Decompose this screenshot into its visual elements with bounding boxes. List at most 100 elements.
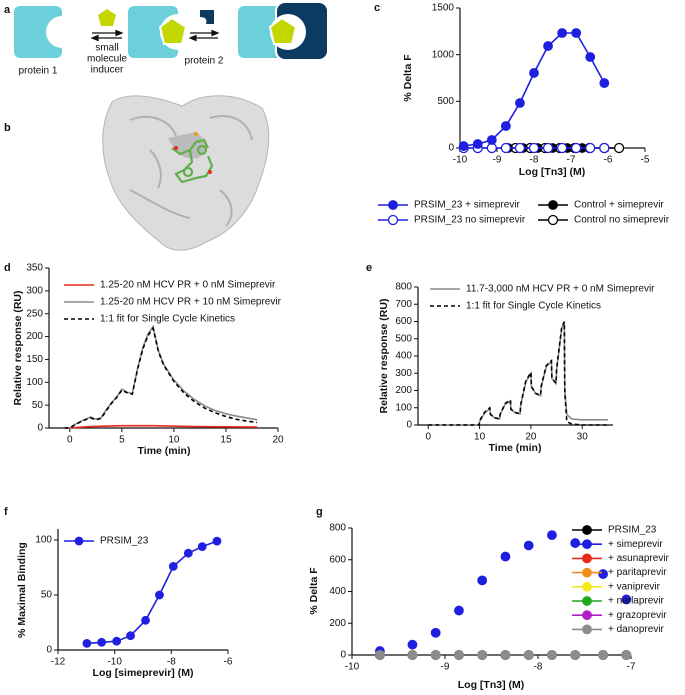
y-tick-label: 800: [329, 523, 346, 534]
legend-marker: [582, 596, 592, 606]
marker: [472, 139, 483, 149]
chart: 0 500 1000 1500 -10 -9 -8 -7 -6 -5 Log [Tn3] (M) % …: [378, 3, 670, 226]
marker: [599, 78, 610, 88]
marker: [523, 540, 534, 551]
y-tick-label: 500: [437, 96, 454, 107]
marker: [570, 650, 581, 660]
marker: [374, 650, 385, 660]
ligand-atom: [208, 170, 212, 174]
x-axis-label: Time (min): [489, 442, 542, 454]
marker: [570, 538, 581, 548]
protein-2-shape: [200, 10, 214, 24]
y-tick-label: 800: [395, 282, 412, 293]
legend-marker: [582, 553, 592, 564]
protein-shape: [14, 6, 62, 58]
marker: [543, 41, 553, 51]
panel-letter: g: [316, 506, 323, 518]
equilibrium-arrows: [90, 29, 124, 42]
marker: [514, 142, 526, 154]
legend-label: Control + simeprevir: [574, 200, 664, 211]
marker: [528, 142, 540, 154]
panel-letter: e: [366, 262, 372, 274]
marker: [571, 28, 582, 38]
legend-marker: [582, 525, 592, 535]
x-tick-label: 10: [474, 432, 486, 443]
marker: [477, 650, 488, 660]
inducer-shape: [98, 9, 116, 26]
legend-marker: [74, 536, 84, 546]
x-tick-label: -8: [534, 662, 543, 673]
series-line: [64, 326, 258, 429]
y-axis-label: Relative response (RU): [12, 291, 24, 406]
y-axis-label: % Maximal Binding: [16, 542, 28, 638]
x-tick-label: -10: [107, 657, 122, 668]
marker: [585, 52, 596, 62]
inducer-shape: [158, 16, 188, 45]
marker: [585, 142, 596, 154]
y-tick-label: 0: [448, 143, 454, 154]
legend-label: Control no simeprevir: [574, 215, 670, 226]
marker: [407, 650, 418, 660]
x-tick-label: 30: [577, 432, 589, 443]
legend-marker: [388, 200, 398, 210]
x-tick-label: -8: [167, 657, 176, 668]
y-tick-label: 0: [340, 650, 346, 661]
marker: [557, 28, 568, 38]
diagram-label: protein 2: [185, 56, 224, 67]
legend-marker: [582, 624, 592, 635]
x-tick-label: 15: [220, 435, 232, 446]
marker: [500, 551, 511, 562]
series-line: [428, 321, 608, 426]
x-tick-label: -6: [224, 657, 233, 668]
marker: [183, 548, 193, 558]
marker: [454, 650, 464, 660]
x-axis-label: Log [Tn3] (M): [458, 679, 524, 691]
x-tick-label: -7: [567, 155, 576, 166]
marker: [197, 542, 207, 551]
marker: [155, 590, 164, 600]
panel-letter: f: [4, 506, 8, 518]
marker: [621, 650, 632, 660]
legend-marker: [582, 539, 592, 550]
panel-letter: a: [4, 4, 11, 16]
x-tick-label: -7: [627, 662, 636, 673]
x-tick-label: -10: [345, 662, 360, 673]
x-tick-label: 20: [525, 432, 537, 443]
marker: [556, 142, 568, 154]
y-tick-label: 150: [26, 354, 43, 365]
diagram: protein 1 small molecule inducer protein…: [14, 1, 329, 77]
y-tick-label: 500: [395, 333, 412, 344]
y-tick-label: 200: [329, 618, 346, 629]
y-tick-label: 0: [406, 420, 412, 431]
marker: [621, 594, 632, 605]
legend-label: + simeprevir: [608, 539, 663, 550]
y-tick-label: 100: [395, 402, 412, 413]
diagram-label: small: [95, 43, 118, 54]
marker: [430, 650, 441, 660]
y-tick-label: 400: [395, 351, 412, 362]
y-axis-label: Relative response (RU): [378, 299, 390, 414]
x-axis-label: Time (min): [138, 445, 191, 457]
marker: [523, 650, 534, 660]
y-tick-label: 250: [26, 308, 43, 319]
legend-label: PRSIM_23 + simeprevir: [414, 200, 521, 211]
marker: [547, 650, 557, 660]
ligand-atom: [194, 132, 198, 136]
marker: [112, 636, 122, 646]
chart: 0 100 200 300 400 500 600 700 800 0 10 20 30 Time (mi…: [378, 282, 655, 454]
chart: 0 50 100 -12 -10 -8 -6 Log [simeprevir] (M) % Ma…: [16, 529, 233, 679]
panel-letter: b: [4, 122, 11, 134]
y-tick-label: 100: [26, 377, 43, 388]
marker: [529, 68, 539, 78]
diagram-label: molecule: [87, 54, 127, 65]
surface: [102, 95, 270, 251]
series-line: [86, 540, 218, 645]
legend-marker: [582, 610, 592, 621]
marker: [141, 615, 150, 625]
marker: [126, 631, 135, 641]
panel-letter: d: [4, 262, 11, 274]
x-tick-label: 5: [119, 435, 125, 446]
y-tick-label: 0: [46, 645, 52, 656]
marker: [542, 142, 554, 154]
